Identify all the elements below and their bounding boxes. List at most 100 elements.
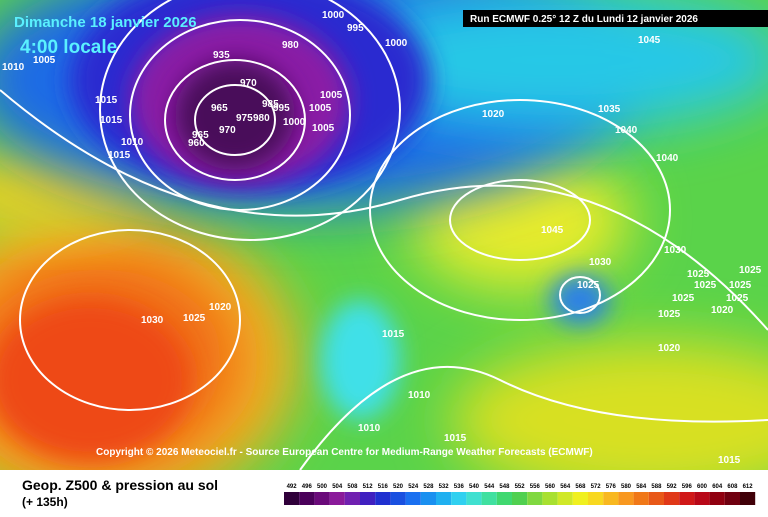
scale-label: 580 <box>621 484 632 490</box>
isobar-label: 980 <box>253 113 270 124</box>
isobar-label: 1030 <box>589 257 612 268</box>
scale-swatch <box>451 492 467 505</box>
scale-swatch <box>527 492 543 505</box>
scale-label: 596 <box>682 484 693 490</box>
isobar-label: 1030 <box>141 315 164 326</box>
scale-swatch <box>299 492 315 505</box>
isobar-label: 1020 <box>658 343 681 354</box>
copyright: Copyright © 2026 Meteociel.fr - Source E… <box>96 447 593 458</box>
isobar-label: 1005 <box>312 123 335 134</box>
isobar-label: 1005 <box>33 55 56 66</box>
isobar-label: 970 <box>240 78 257 89</box>
isobar-label: 980 <box>282 40 299 51</box>
scale-label: 612 <box>743 484 754 490</box>
isobar-label: 1015 <box>718 455 741 466</box>
isobar-label: 1015 <box>444 433 467 444</box>
scale-swatch <box>557 492 573 505</box>
scale-label: 576 <box>606 484 617 490</box>
isobar-label: 1040 <box>615 125 638 136</box>
footer-title: Geop. Z500 & pression au sol <box>22 477 218 493</box>
scale-swatch <box>679 492 695 505</box>
isobar-label: 1015 <box>108 150 131 161</box>
isobar-label: 995 <box>273 103 290 114</box>
scale-swatch <box>588 492 604 505</box>
isobar-label: 1035 <box>598 104 621 115</box>
scale-swatch <box>405 492 421 505</box>
scale-swatch <box>436 492 452 505</box>
scale-label: 540 <box>469 484 480 490</box>
isobar-label: 1025 <box>729 280 752 291</box>
scale-swatch <box>724 492 740 505</box>
scale-label: 608 <box>727 484 738 490</box>
run-box <box>463 10 768 27</box>
isobar-label: 1025 <box>577 280 600 291</box>
scale-swatch <box>633 492 649 505</box>
isobars <box>0 0 768 411</box>
scale-swatch <box>284 492 300 505</box>
scale-swatch <box>420 492 436 505</box>
date: Dimanche 18 janvier 2026 <box>14 14 197 31</box>
scale-label: 556 <box>530 484 541 490</box>
isobar-label: 1000 <box>385 38 408 49</box>
scale-label: 592 <box>667 484 678 490</box>
run-info: Run ECMWF 0.25° 12 Z du Lundi 12 janvier… <box>470 14 698 25</box>
isobar-label: 1005 <box>320 90 343 101</box>
isobar-label: 1025 <box>694 280 717 291</box>
scale-label: 564 <box>560 484 571 490</box>
scale-label: 520 <box>393 484 404 490</box>
isobar-label: 1005 <box>309 103 332 114</box>
scale-swatch <box>709 492 725 505</box>
isobar-label: 970 <box>219 125 236 136</box>
scale-label: 508 <box>347 484 358 490</box>
scale-swatch <box>375 492 391 505</box>
isobar-label: 1030 <box>664 245 687 256</box>
isobar-label: 965 <box>192 130 209 141</box>
scale-label: 532 <box>439 484 450 490</box>
scale-swatch <box>572 492 588 505</box>
scale-swatch <box>648 492 664 505</box>
scale-label: 568 <box>575 484 586 490</box>
scale-label: 548 <box>499 484 510 490</box>
isobar-label: 1045 <box>638 35 661 46</box>
isobar-label: 1045 <box>541 225 564 236</box>
isobar-label: 1025 <box>658 309 681 320</box>
isobar-label: 1040 <box>656 153 679 164</box>
isobar-label: 1025 <box>739 265 762 276</box>
isobar-label: 935 <box>213 50 230 61</box>
scale-label: 536 <box>454 484 465 490</box>
scale-label: 588 <box>651 484 662 490</box>
isobar-label: 1000 <box>322 10 345 21</box>
scale-label: 528 <box>423 484 434 490</box>
scale-label: 544 <box>484 484 495 490</box>
scale-label: 512 <box>363 484 374 490</box>
scale-label: 496 <box>302 484 313 490</box>
scale-swatch <box>390 492 406 505</box>
scale-swatch <box>542 492 558 505</box>
isobar-label: 1010 <box>358 423 381 434</box>
scale-label: 560 <box>545 484 556 490</box>
scale-swatch <box>694 492 710 505</box>
isobar-label: 1025 <box>183 313 206 324</box>
scale-swatch <box>618 492 634 505</box>
isobar-label: 995 <box>347 23 364 34</box>
scale-label: 504 <box>332 484 343 490</box>
scale-swatch <box>740 492 756 505</box>
scale-label: 492 <box>287 484 298 490</box>
scale-label: 584 <box>636 484 647 490</box>
isobar-label: 1025 <box>672 293 695 304</box>
scale-swatch <box>603 492 619 505</box>
scale-swatch <box>314 492 330 505</box>
isobar-label: 1020 <box>209 302 232 313</box>
scale-label: 604 <box>712 484 723 490</box>
isobar-label: 985 <box>262 99 279 110</box>
isobar-label: 1020 <box>711 305 734 316</box>
isobar-label: 1015 <box>100 115 123 126</box>
scale-swatch <box>329 492 345 505</box>
scale-swatch <box>344 492 360 505</box>
time: 4:00 locale <box>20 37 117 58</box>
scale-swatch <box>481 492 497 505</box>
scale-label: 600 <box>697 484 708 490</box>
scale-label: 524 <box>408 484 419 490</box>
isobar-label: 1020 <box>482 109 505 120</box>
